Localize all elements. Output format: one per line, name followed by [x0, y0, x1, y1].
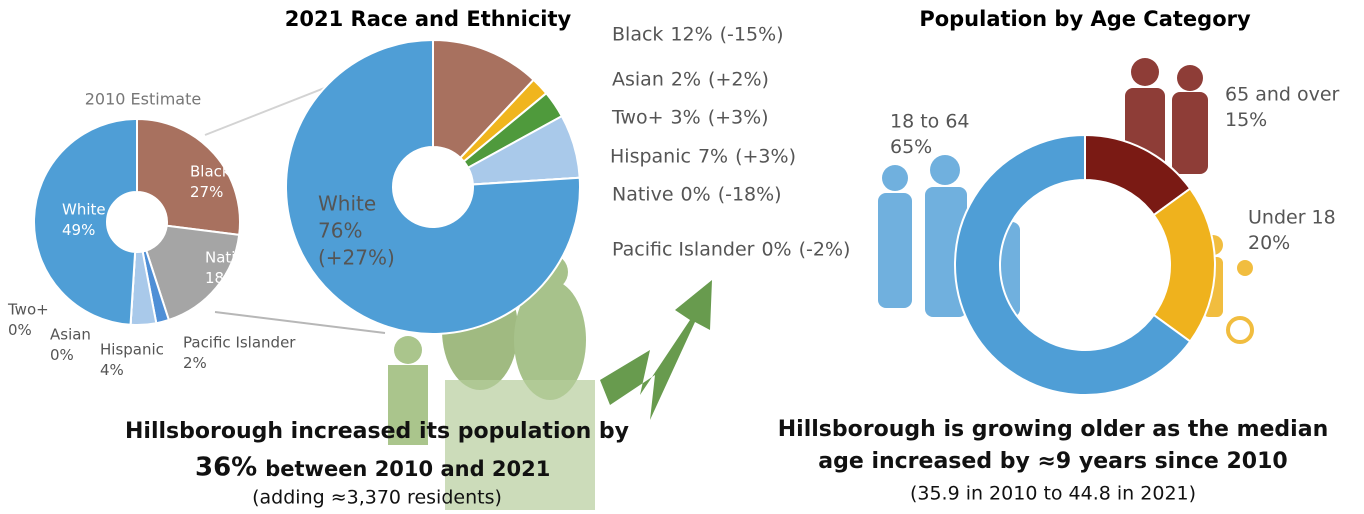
slice-label: Native [205, 249, 254, 267]
slice-label: Hispanic [610, 146, 691, 168]
value-label: (-15%) [720, 24, 784, 46]
slice-label: 18 to 64 [890, 111, 970, 133]
change-label: (+27%) [318, 246, 395, 270]
value-label: 49% [62, 221, 95, 239]
slice-label: Asian [50, 326, 91, 344]
slice-label: 65 and over [1225, 84, 1340, 106]
value-label: 7% [698, 146, 728, 168]
value-label: 12% [670, 24, 712, 46]
caption-highlight: 36% [195, 453, 257, 483]
caption: between 2010 and 2021 [265, 457, 550, 481]
value-label: (+2%) [708, 69, 769, 91]
value-label: 0% [50, 346, 74, 364]
chart-title: 2010 Estimate [85, 90, 201, 109]
chart-title: 2021 Race and Ethnicity [285, 7, 572, 31]
value-label: 18% [205, 269, 238, 287]
value-label: 2% [671, 69, 701, 91]
value-label: (+3%) [708, 107, 769, 129]
value-label: 20% [1248, 232, 1290, 254]
slice-label: Black [612, 24, 663, 46]
slice-label: Asian [612, 69, 664, 91]
caption-note: (adding ≈3,370 residents) [252, 487, 502, 509]
value-label: 0% [8, 321, 32, 339]
decoration [204, 58, 1254, 510]
value-label: 4% [100, 361, 124, 379]
value-label: 65% [890, 136, 932, 158]
slice [954, 133, 1192, 396]
value-label: 2% [183, 354, 207, 372]
slice-label: Hispanic [100, 341, 164, 359]
caption: Hillsborough increased its population by [125, 419, 629, 444]
slice-label: White [318, 192, 376, 216]
slice [33, 117, 138, 326]
value-label: 0% [761, 239, 791, 261]
value-label: (+3%) [735, 146, 796, 168]
value-label: 76% [318, 219, 362, 243]
value-label: (-18%) [718, 184, 782, 206]
value-label: 15% [1225, 109, 1267, 131]
slice-label: Pacific Islander [183, 334, 296, 352]
slice-label: Two+ [611, 107, 664, 129]
slice [285, 38, 581, 335]
caption-note: (35.9 in 2010 to 44.8 in 2021) [910, 483, 1196, 505]
value-label: 3% [671, 107, 701, 129]
value-label: (-2%) [799, 239, 851, 261]
slice-label: Pacific Islander [612, 239, 755, 261]
value-label: 27% [190, 183, 223, 201]
caption: age increased by ≈9 years since 2010 [818, 449, 1287, 474]
slice-label: White [62, 201, 106, 219]
chart-title: Population by Age Category [919, 7, 1251, 31]
slice-label: Under 18 [1248, 207, 1336, 229]
slice-label: Two+ [7, 301, 49, 319]
slice [432, 38, 536, 160]
value-label: 0% [681, 184, 711, 206]
caption: Hillsborough is growing older as the med… [778, 417, 1328, 442]
slice-label: Native [612, 184, 674, 206]
slice [145, 224, 241, 322]
slice [1152, 187, 1216, 343]
slice [136, 117, 241, 237]
slice-label: Black [190, 163, 231, 181]
